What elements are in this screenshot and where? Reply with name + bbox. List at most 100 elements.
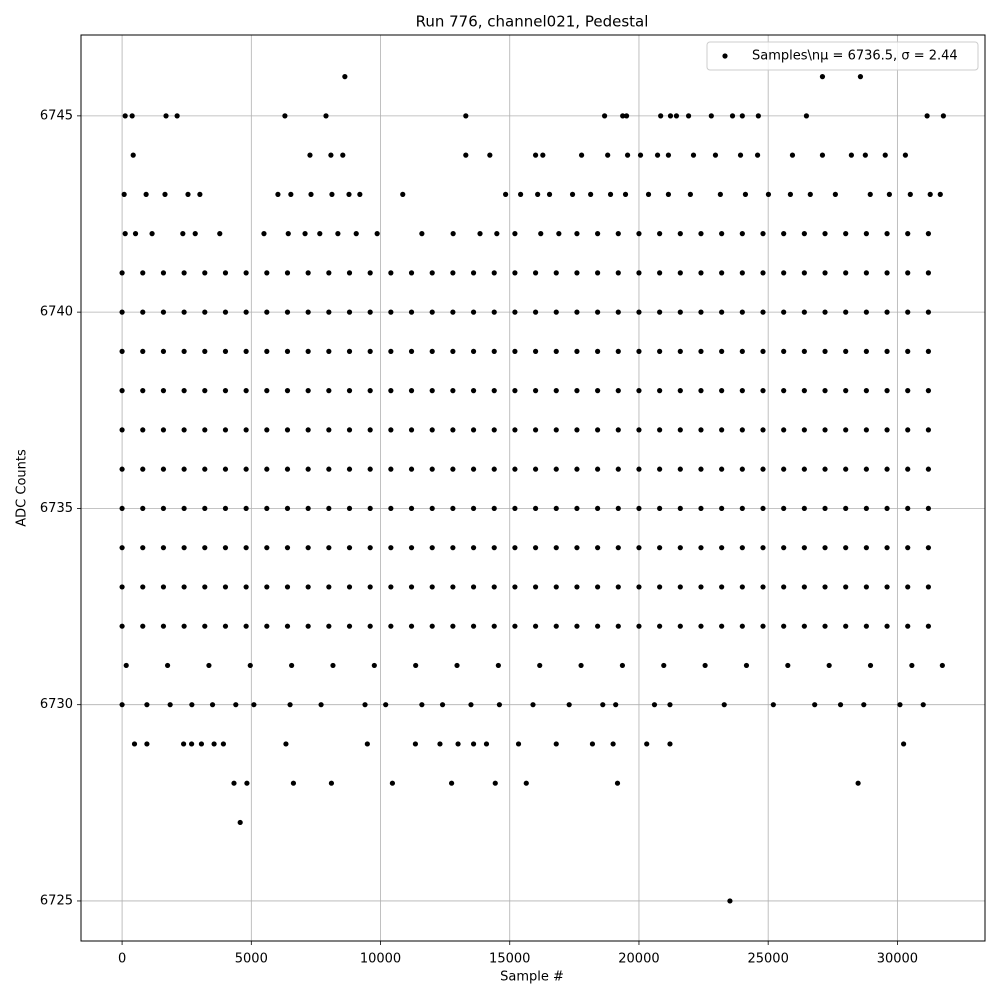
data-point: [122, 231, 128, 237]
data-point: [665, 191, 672, 197]
data-point: [595, 623, 601, 629]
x-tick-label: 25000: [747, 952, 788, 967]
data-point: [491, 309, 497, 315]
data-point: [174, 113, 180, 119]
data-point: [925, 270, 932, 276]
data-point: [801, 388, 807, 394]
data-point: [755, 113, 761, 119]
data-point: [130, 152, 136, 158]
data-point: [317, 231, 323, 237]
data-point: [574, 231, 580, 237]
data-point: [739, 505, 745, 512]
data-point: [192, 231, 198, 237]
data-point: [491, 348, 497, 354]
data-point: [326, 348, 332, 354]
data-point: [374, 231, 380, 237]
data-point: [247, 662, 253, 669]
data-point: [658, 113, 664, 119]
data-point: [185, 191, 191, 197]
data-point: [907, 191, 913, 197]
data-point: [346, 348, 353, 354]
data-point: [284, 388, 291, 394]
data-point: [657, 584, 663, 590]
data-point: [905, 466, 911, 472]
data-point: [305, 466, 311, 472]
data-point: [863, 466, 869, 472]
data-point: [884, 466, 890, 472]
data-point: [198, 741, 205, 747]
data-point: [160, 505, 167, 512]
data-point: [308, 191, 314, 197]
data-point: [781, 545, 787, 551]
data-point: [553, 623, 559, 629]
data-point: [388, 505, 394, 512]
data-point: [400, 191, 406, 197]
data-point: [429, 584, 435, 590]
data-point: [712, 152, 719, 158]
data-point: [131, 741, 138, 747]
data-point: [677, 348, 683, 354]
data-point: [553, 427, 559, 433]
data-point: [275, 191, 281, 197]
data-point: [289, 662, 295, 669]
data-point: [412, 741, 419, 747]
data-point: [367, 505, 373, 512]
data-point: [181, 348, 187, 354]
data-point: [305, 427, 311, 433]
data-point: [119, 466, 125, 472]
data-point: [202, 388, 208, 394]
data-point: [863, 231, 869, 237]
data-point: [822, 545, 828, 551]
data-point: [636, 505, 642, 512]
data-point: [285, 231, 291, 237]
data-point: [353, 231, 359, 237]
data-point: [477, 231, 483, 237]
data-point: [491, 584, 497, 590]
data-point: [574, 466, 580, 472]
data-point: [532, 270, 539, 276]
data-point: [698, 545, 704, 551]
data-point: [927, 191, 933, 197]
data-point: [644, 741, 650, 747]
data-point: [530, 702, 536, 708]
data-point: [657, 309, 663, 315]
data-point: [512, 388, 518, 394]
data-point: [781, 231, 787, 237]
data-point: [729, 113, 736, 119]
data-point: [264, 270, 270, 276]
data-point: [388, 388, 394, 394]
data-point: [470, 348, 477, 354]
data-point: [651, 702, 658, 708]
data-point: [677, 270, 683, 276]
data-point: [822, 466, 828, 472]
data-point: [698, 584, 704, 590]
data-point: [574, 427, 580, 433]
data-point: [657, 388, 663, 394]
data-point: [636, 348, 642, 354]
data-point: [448, 780, 455, 786]
data-point: [346, 191, 352, 197]
data-point: [264, 466, 270, 472]
data-point: [863, 584, 869, 590]
data-point: [455, 741, 461, 747]
data-point: [123, 662, 129, 669]
data-point: [939, 662, 945, 669]
data-point: [388, 623, 394, 629]
data-point: [760, 231, 766, 237]
data-point: [760, 505, 766, 512]
data-point: [282, 113, 288, 119]
data-point: [160, 309, 167, 315]
data-point: [140, 309, 146, 315]
data-point: [503, 191, 509, 197]
data-point: [657, 270, 663, 276]
data-point: [636, 427, 642, 433]
data-point: [180, 741, 187, 747]
data-point: [346, 545, 353, 551]
data-point: [326, 584, 332, 590]
data-point: [340, 152, 346, 158]
data-point: [283, 741, 289, 747]
data-point: [905, 388, 911, 394]
data-point: [483, 741, 490, 747]
data-point: [667, 741, 673, 747]
